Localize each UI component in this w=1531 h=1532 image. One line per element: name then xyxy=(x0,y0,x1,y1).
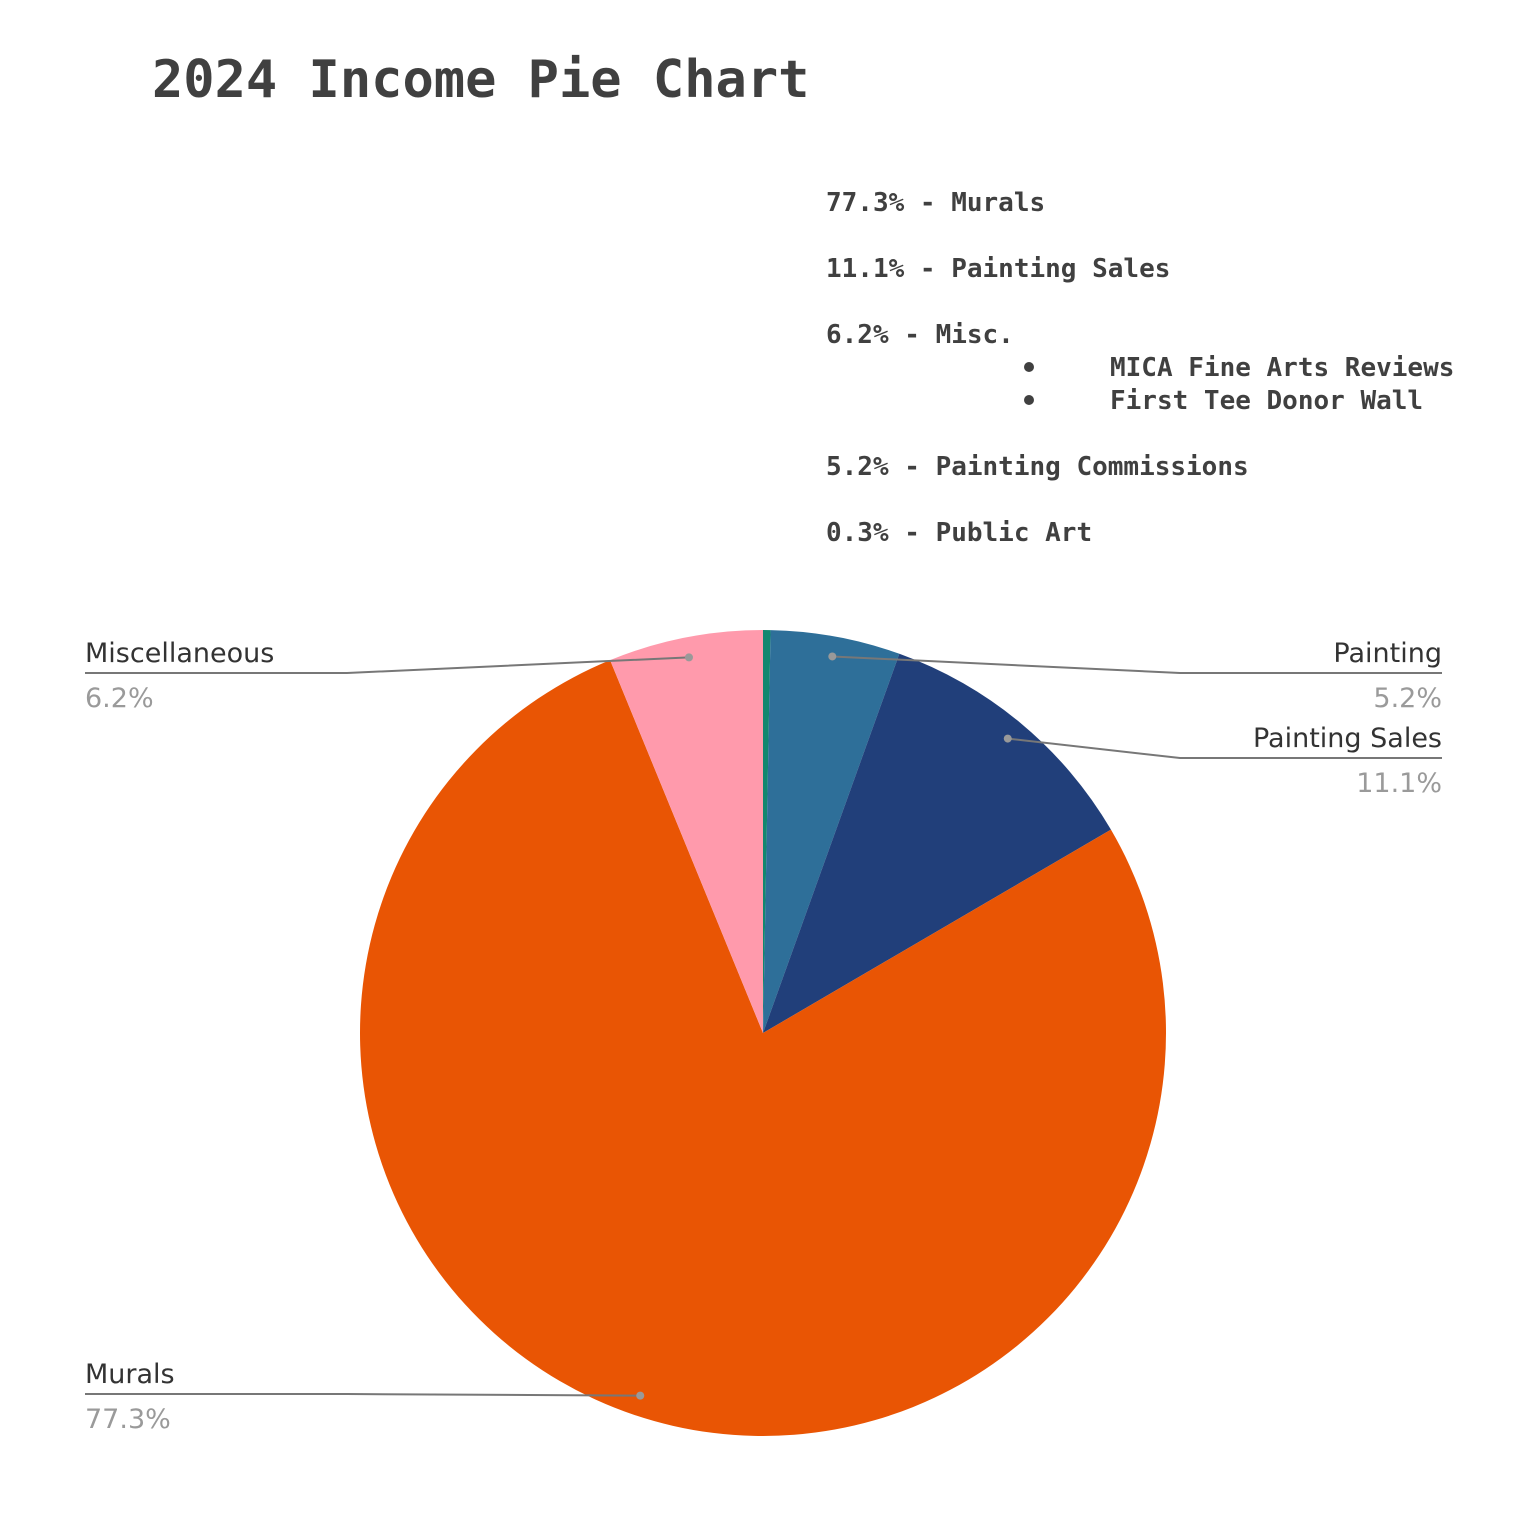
leader-line xyxy=(1007,737,1442,759)
leader-line xyxy=(832,655,1442,674)
slice-value-label: 77.3% xyxy=(85,1404,171,1435)
slice-value-label: 6.2% xyxy=(85,683,154,714)
pie-slice xyxy=(610,630,763,1033)
slice-value-label: 11.1% xyxy=(1356,768,1442,799)
pie-slice xyxy=(763,630,771,1033)
pie-slice xyxy=(763,653,1111,1033)
leader-dot xyxy=(636,1391,645,1400)
slice-value-label: 5.2% xyxy=(1373,683,1442,714)
bullet xyxy=(1024,362,1034,372)
annotation: 77.3% - Murals xyxy=(826,188,1045,218)
annotation: 0.3% - Public Art xyxy=(826,518,1092,548)
annotation: 11.1% - Painting Sales xyxy=(826,254,1170,284)
bullet xyxy=(1024,395,1034,405)
chart-title: 2024 Income Pie Chart xyxy=(152,50,809,110)
leader-line xyxy=(85,1393,641,1397)
leader-dot xyxy=(1003,734,1012,743)
leader-line xyxy=(85,656,690,674)
pie-slice xyxy=(763,630,900,1033)
annotation-item: First Tee Donor Wall xyxy=(1110,386,1423,416)
annotation: 5.2% - Painting Commissions xyxy=(826,452,1249,482)
slice-label: Painting Sales xyxy=(1253,723,1442,754)
slice-label: Murals xyxy=(85,1359,175,1390)
leader-dot xyxy=(684,653,693,662)
annotation: 6.2% - Misc. xyxy=(826,320,1014,350)
leader-dot xyxy=(828,652,837,661)
slice-label: Miscellaneous xyxy=(85,638,274,669)
slice-label: Painting xyxy=(1333,638,1442,669)
annotation-item: MICA Fine Arts Reviews xyxy=(1110,353,1454,383)
pie-slice xyxy=(359,660,1166,1436)
